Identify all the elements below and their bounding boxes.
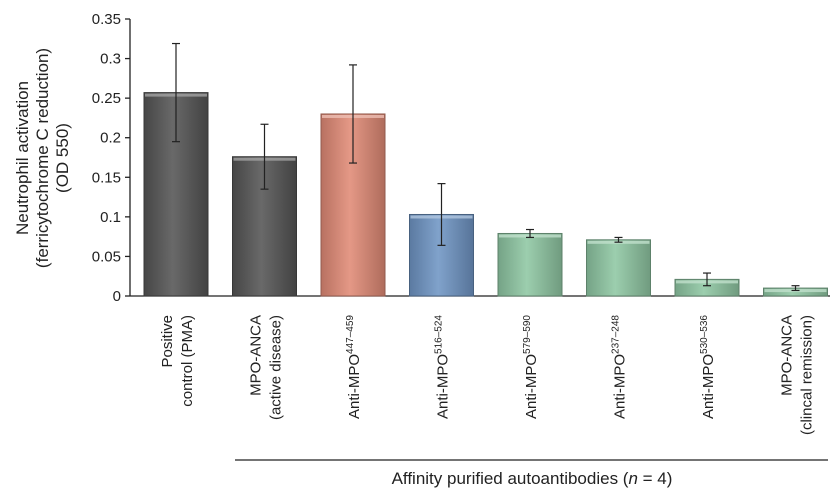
x-tick-label: Anti-MPO579–590 (522, 315, 540, 419)
x-tick-label-base: Anti-MPO (523, 354, 540, 419)
x-tick-label-base: Anti-MPO (612, 354, 629, 419)
y-tick-label: 0.1 (100, 209, 121, 226)
x-tick-label-superscript: 516–524 (434, 315, 445, 354)
x-tick-label-base: Anti-MPO (435, 354, 452, 419)
bars-group (143, 92, 828, 297)
x-tick-label-base: Positive (159, 315, 176, 368)
x-tick-label-line: Anti-MPO447–459 (345, 315, 363, 419)
x-tick-label-superscript: 447–459 (345, 315, 356, 354)
x-tick-label-superscript: 579–590 (522, 315, 533, 354)
x-tick-label-base: (clincal remission) (799, 315, 816, 435)
y-axis-title-line: (OD 550) (53, 123, 72, 193)
y-tick-label: 0.3 (100, 51, 121, 68)
x-tick-label: Anti-MPO447–459 (345, 315, 363, 419)
x-tick-label: Positive control (PMA) (159, 315, 196, 407)
x-tick-label-base: Anti-MPO (346, 354, 363, 419)
x-tick-label-line: Positive (159, 315, 176, 368)
x-tick-label-superscript: 237–248 (611, 315, 622, 354)
x-tick-label-base: MPO-ANCA (779, 315, 796, 396)
x-tick-label-line: control (PMA) (179, 315, 196, 407)
x-tick-label-line: Anti-MPO579–590 (522, 315, 540, 419)
x-tick-label-superscript: 530–536 (699, 315, 710, 354)
y-axis-title: Neutrophil activation(ferricytochrome C … (13, 48, 72, 268)
y-tick-label: 0.2 (100, 130, 121, 147)
x-tick-label-line: Anti-MPO516–524 (434, 315, 452, 419)
x-tick-label-base: MPO-ANCA (248, 315, 265, 396)
x-tick-label-line: (clincal remission) (799, 315, 816, 435)
error-bars-group (172, 42, 800, 292)
y-axis: 0 0.05 0.1 0.15 0.2 0.25 0.3 0.35 (92, 11, 131, 305)
x-tick-label-base: Anti-MPO (700, 354, 717, 419)
y-tick-label: 0.35 (92, 11, 121, 28)
x-tick-label: MPO-ANCA (active disease) (248, 315, 285, 420)
group-label: Affinity purified autoantibodies (n = 4) (392, 469, 673, 488)
x-tick-label-line: Anti-MPO237–248 (611, 315, 629, 419)
y-axis-label: Neutrophil activation(ferricytochrome C … (13, 48, 72, 268)
y-tick-label: 0 (113, 288, 121, 305)
x-tick-label-base: (active disease) (268, 315, 285, 420)
x-tick-label-line: MPO-ANCA (248, 315, 265, 396)
y-tick-label: 0.15 (92, 169, 121, 186)
bar (497, 232, 563, 297)
group-bracket: Affinity purified autoantibodies (n = 4) (235, 459, 828, 488)
x-tick-label: Anti-MPO237–248 (611, 315, 629, 419)
x-tick-label-line: Anti-MPO530–536 (699, 315, 717, 419)
x-tick-label-base: control (PMA) (179, 315, 196, 407)
x-tick-label-line: (active disease) (268, 315, 285, 420)
bar (586, 239, 651, 297)
y-tick-label: 0.05 (92, 248, 121, 265)
x-tick-label: MPO-ANCA (clincal remission) (779, 315, 816, 435)
x-tick-label: Anti-MPO530–536 (699, 315, 717, 419)
x-tick-label: Anti-MPO516–524 (434, 315, 452, 419)
category-labels: Positive control (PMA) MPO-ANCA (active dis… (159, 315, 816, 435)
x-tick-label-line: MPO-ANCA (779, 315, 796, 396)
y-axis-title-line: Neutrophil activation (13, 81, 32, 235)
y-tick-label: 0.25 (92, 90, 121, 107)
y-axis-title-line: (ferricytochrome C reduction) (33, 48, 52, 268)
